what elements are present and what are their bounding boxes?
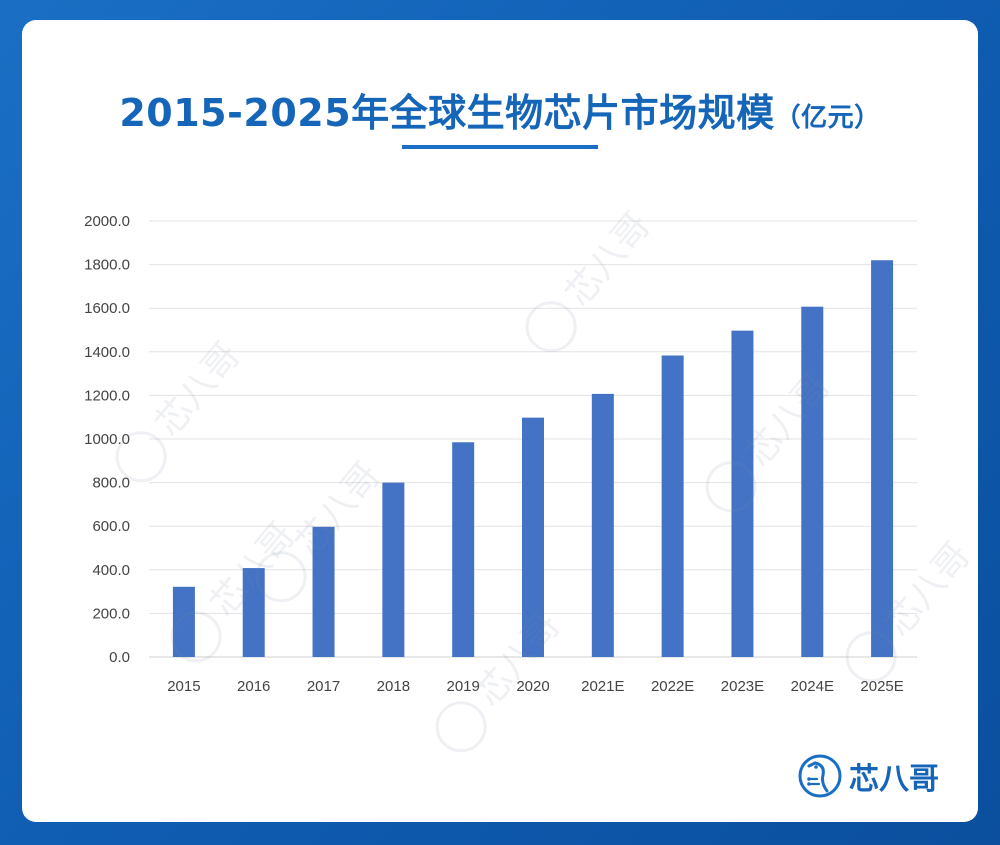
- x-tick-label: 2017: [307, 678, 340, 695]
- y-tick-label: 0.0: [109, 649, 130, 666]
- bar: [452, 442, 475, 657]
- watermark-logo-icon: [255, 551, 307, 603]
- x-tick-label: 2018: [377, 678, 410, 695]
- y-tick-label: 1000.0: [84, 431, 130, 448]
- y-tick-label: 200.0: [92, 605, 130, 622]
- x-tick-label: 2024E: [791, 678, 834, 695]
- y-tick-label: 1600.0: [84, 300, 130, 317]
- watermark-logo-icon: [435, 701, 487, 753]
- bar: [522, 417, 544, 657]
- bar-chart: 0.0 200.0 400.0 600.0 800.0 1000.0 1200.0 1400.…: [84, 205, 978, 753]
- x-tick-label: 2021E: [581, 678, 624, 695]
- x-tick-label: 2022E: [651, 678, 694, 695]
- watermark-text: 芯八哥: [468, 605, 569, 714]
- bird-logo-icon: [798, 754, 842, 798]
- bar: [801, 306, 824, 657]
- bar: [172, 586, 195, 657]
- title-underline: [402, 145, 598, 149]
- y-tick-label: 1400.0: [84, 344, 130, 361]
- bar: [382, 482, 405, 657]
- watermark-logo-icon: [115, 431, 167, 483]
- y-tick-label: 2000.0: [84, 213, 130, 230]
- y-tick-label: 1200.0: [84, 387, 130, 404]
- watermark-logo-icon: [845, 631, 897, 683]
- x-tick-label: 2016: [237, 678, 270, 695]
- watermark: 芯八哥: [525, 205, 659, 353]
- chart-title-text: 2015-2025年全球生物芯片市场规模: [119, 91, 775, 135]
- chart-title-unit: （亿元）: [774, 103, 881, 133]
- chart-card: 2015-2025年全球生物芯片市场规模（亿元） 0.0 200.0 400.0 60…: [22, 20, 978, 822]
- y-tick-label: 800.0: [92, 475, 130, 492]
- watermark-text: 芯八哥: [288, 455, 389, 564]
- bar: [661, 355, 684, 657]
- bar: [591, 393, 614, 657]
- brand-name: 芯八哥: [849, 762, 939, 797]
- x-tick-label: 2025E: [860, 678, 903, 695]
- watermark-logo-icon: [525, 301, 577, 353]
- watermark-logo-icon: [170, 611, 222, 663]
- y-tick-label: 600.0: [92, 518, 130, 535]
- x-tick-label: 2019: [446, 678, 479, 695]
- bar: [731, 330, 754, 657]
- x-tick-label: 2020: [516, 678, 549, 695]
- chart-title: 2015-2025年全球生物芯片市场规模（亿元）: [22, 82, 978, 137]
- y-tick-label: 400.0: [92, 562, 130, 579]
- watermark: 芯八哥: [845, 535, 978, 683]
- bar: [871, 260, 894, 657]
- brand-logo: 芯八哥: [797, 753, 939, 799]
- watermark-logo-icon: [705, 461, 757, 513]
- x-tick-label: 2015: [167, 678, 200, 695]
- x-tick-label: 2023E: [721, 678, 764, 695]
- y-tick-label: 1800.0: [84, 257, 130, 274]
- bar: [312, 526, 335, 657]
- bar: [242, 568, 265, 657]
